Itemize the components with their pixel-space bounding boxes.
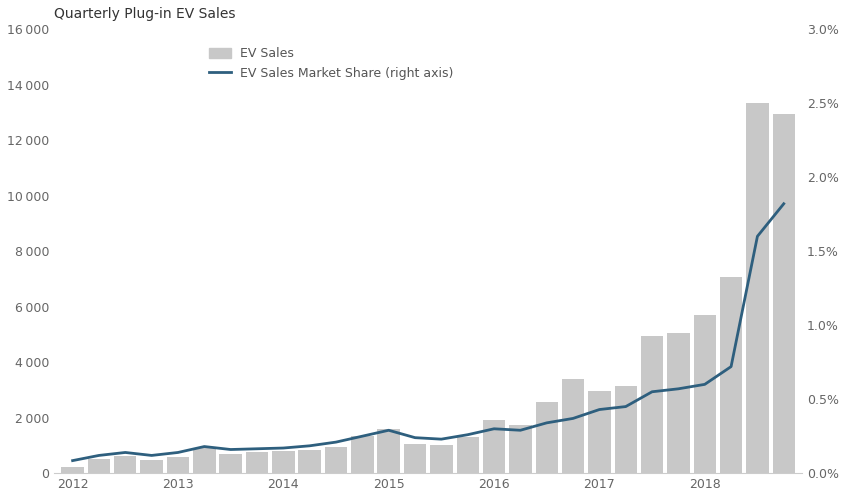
Bar (88, 459, 110, 473)
EV Sales Market Share (right axis) (726, 364, 736, 370)
EV Sales Market Share (right axis) (752, 234, 762, 240)
EV Sales Market Share (right axis) (120, 450, 130, 456)
EV Sales Market Share (right axis) (383, 427, 393, 433)
EV Sales Market Share (right axis) (94, 453, 104, 459)
EV Sales Market Share (right axis) (357, 433, 367, 439)
EV Sales Market Share (right axis) (515, 427, 525, 433)
Bar (404, 444, 426, 473)
Bar (509, 425, 531, 473)
EV Sales Market Share (right axis) (331, 439, 341, 445)
Bar (483, 420, 505, 473)
EV Sales Market Share (right axis) (673, 386, 684, 392)
EV Sales Market Share (right axis) (621, 403, 631, 409)
EV Sales Market Share (right axis) (700, 381, 710, 387)
Bar (614, 386, 637, 473)
Bar (694, 315, 716, 473)
Bar (272, 451, 294, 473)
Line: EV Sales Market Share (right axis): EV Sales Market Share (right axis) (73, 204, 783, 461)
EV Sales Market Share (right axis) (200, 444, 210, 450)
Bar (299, 450, 321, 473)
Legend: EV Sales, EV Sales Market Share (right axis): EV Sales, EV Sales Market Share (right a… (204, 42, 459, 85)
Bar (562, 379, 585, 473)
Bar (351, 436, 374, 473)
EV Sales Market Share (right axis) (594, 406, 604, 412)
Bar (219, 454, 242, 473)
EV Sales Market Share (right axis) (568, 415, 578, 421)
EV Sales Market Share (right axis) (68, 458, 78, 464)
EV Sales Market Share (right axis) (541, 420, 552, 426)
Bar (167, 457, 190, 473)
EV Sales Market Share (right axis) (252, 446, 262, 452)
EV Sales Market Share (right axis) (410, 435, 420, 441)
EV Sales Market Share (right axis) (489, 426, 499, 432)
Bar (667, 333, 689, 473)
Bar (62, 467, 84, 473)
EV Sales Market Share (right axis) (437, 436, 447, 442)
Bar (325, 447, 347, 473)
Bar (746, 103, 769, 473)
Bar (588, 391, 611, 473)
Bar (772, 114, 795, 473)
Bar (193, 448, 216, 473)
Bar (140, 460, 162, 473)
EV Sales Market Share (right axis) (305, 443, 315, 449)
Bar (720, 277, 742, 473)
EV Sales Market Share (right axis) (278, 445, 288, 451)
EV Sales Market Share (right axis) (173, 450, 183, 456)
Bar (377, 429, 400, 473)
EV Sales Market Share (right axis) (778, 201, 788, 207)
EV Sales Market Share (right axis) (463, 432, 473, 438)
Bar (430, 445, 453, 473)
EV Sales Market Share (right axis) (647, 389, 657, 395)
Bar (536, 402, 558, 473)
Bar (114, 456, 136, 473)
EV Sales Market Share (right axis) (226, 447, 236, 453)
Bar (246, 452, 268, 473)
Bar (641, 336, 663, 473)
Bar (457, 437, 479, 473)
EV Sales Market Share (right axis) (146, 453, 157, 459)
Text: Quarterly Plug-in EV Sales: Quarterly Plug-in EV Sales (54, 7, 236, 21)
